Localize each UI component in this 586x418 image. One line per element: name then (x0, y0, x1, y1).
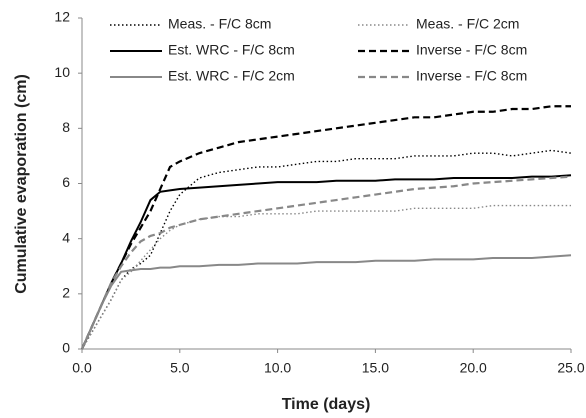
x-axis-title: Time (days) (282, 396, 371, 413)
x-tick-label: 0.0 (72, 360, 92, 376)
legend-label: Est. WRC - F/C 2cm (168, 68, 295, 84)
y-tick-label: 4 (62, 229, 70, 245)
x-tick-label: 20.0 (460, 360, 487, 376)
series-line (80, 175, 572, 350)
legend-label: Meas. - F/C 2cm (416, 16, 519, 32)
series-line (81, 174, 572, 350)
x-tick-label: 10.0 (264, 360, 291, 376)
series-line (80, 105, 571, 350)
y-tick-label: 8 (62, 119, 70, 135)
legend-label: Meas. - F/C 8cm (168, 16, 271, 32)
y-tick-label: 0 (62, 340, 70, 356)
y-axis-title: Cumulative evaporation (cm) (13, 74, 30, 294)
legend-label: Est. WRC - F/C 8cm (168, 42, 295, 58)
y-tick-label: 6 (62, 174, 70, 190)
series-line (81, 254, 572, 350)
legend-label: Inverse - F/C 8cm (416, 42, 527, 58)
series-line (81, 149, 572, 350)
x-tick-label: 15.0 (362, 360, 389, 376)
x-tick-label: 25.0 (557, 360, 584, 376)
legend-label: Inverse - F/C 8cm (416, 68, 527, 84)
series-line (81, 204, 571, 350)
y-tick-label: 10 (54, 64, 70, 80)
x-tick-label: 5.0 (170, 360, 190, 376)
y-tick-label: 2 (62, 285, 70, 301)
y-tick-label: 12 (54, 9, 70, 25)
